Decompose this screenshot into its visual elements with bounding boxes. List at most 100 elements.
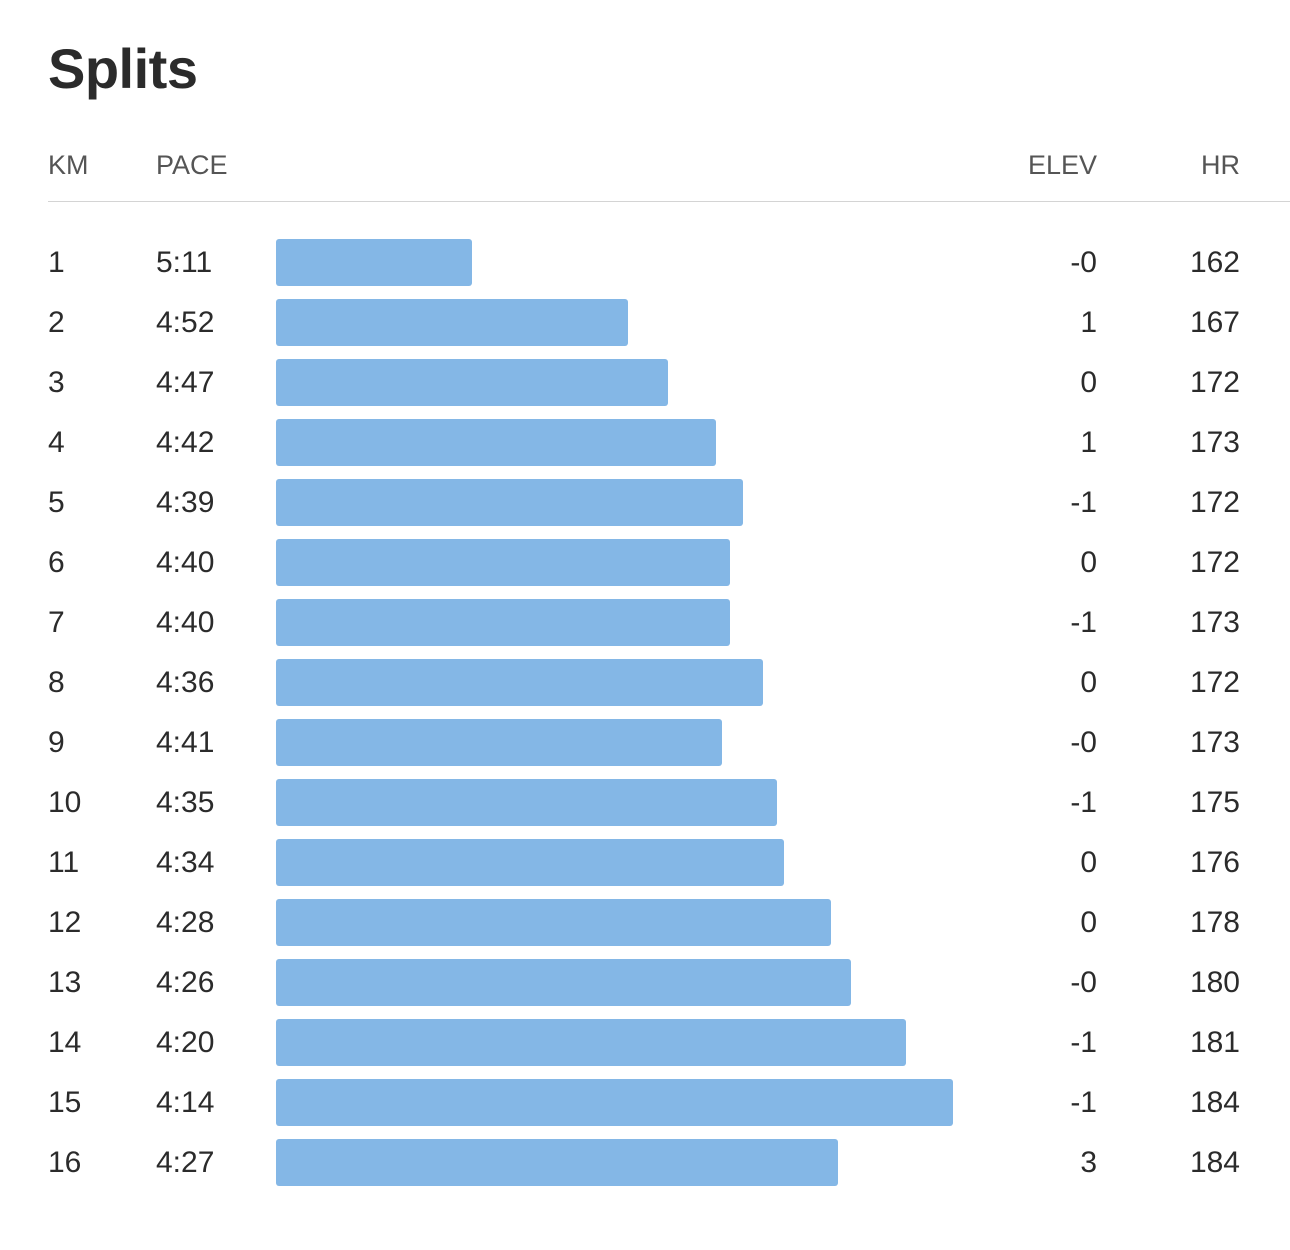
split-elev: 1	[1080, 426, 1097, 459]
split-pace: 4:34	[156, 846, 215, 879]
split-pace: 4:36	[156, 666, 215, 699]
split-row: 1 5:11 -0 162	[0, 233, 1290, 293]
split-row: 6 4:40 0 172	[0, 533, 1290, 593]
split-km: 6	[48, 546, 65, 579]
column-header-elev: ELEV	[1027, 150, 1097, 180]
split-km: 3	[48, 366, 65, 399]
split-km: 5	[48, 486, 65, 519]
split-hr: 176	[1189, 846, 1240, 879]
split-hr: 173	[1189, 726, 1240, 759]
split-elev: -1	[1070, 786, 1097, 819]
split-hr: 172	[1189, 666, 1240, 699]
split-elev: -1	[1070, 1086, 1097, 1119]
split-km: 7	[48, 606, 65, 639]
splits-table: 1 5:11 -0 162 2 4:52 1 167 3 4:47 0 172 4 4:42 1 173 5 4:…	[0, 233, 1290, 1193]
header-divider	[48, 201, 1290, 202]
split-km: 15	[48, 1086, 82, 1119]
split-elev: -1	[1070, 606, 1097, 639]
split-pace: 4:40	[156, 546, 215, 579]
split-km: 1	[48, 246, 65, 279]
split-km: 9	[48, 726, 65, 759]
split-pace: 4:26	[156, 966, 215, 999]
split-elev: 0	[1080, 546, 1097, 579]
pace-bar	[276, 419, 716, 466]
split-row: 3 4:47 0 172	[0, 353, 1290, 413]
pace-bar	[276, 959, 851, 1006]
split-km: 10	[48, 786, 82, 819]
split-elev: 0	[1080, 366, 1097, 399]
split-hr: 184	[1189, 1086, 1240, 1119]
split-row: 7 4:40 -1 173	[0, 593, 1290, 653]
page-title: Splits	[48, 37, 198, 100]
split-hr: 167	[1189, 306, 1240, 339]
pace-bar	[276, 779, 777, 826]
split-row: 5 4:39 -1 172	[0, 473, 1290, 533]
split-row: 8 4:36 0 172	[0, 653, 1290, 713]
split-pace: 4:27	[156, 1146, 215, 1179]
split-elev: -1	[1070, 1026, 1097, 1059]
split-elev: -0	[1070, 246, 1097, 279]
column-header-pace: PACE	[156, 150, 228, 180]
split-pace: 4:42	[156, 426, 215, 459]
split-elev: -0	[1070, 966, 1097, 999]
split-pace: 4:39	[156, 486, 215, 519]
pace-bar	[276, 1079, 953, 1126]
split-row: 9 4:41 -0 173	[0, 713, 1290, 773]
split-pace: 5:11	[156, 246, 213, 279]
split-pace: 4:14	[156, 1086, 215, 1119]
split-hr: 178	[1189, 906, 1240, 939]
pace-bar	[276, 1019, 906, 1066]
split-km: 11	[48, 846, 80, 879]
pace-bar	[276, 539, 730, 586]
split-km: 16	[48, 1146, 82, 1179]
split-km: 4	[48, 426, 65, 459]
pace-bar	[276, 659, 763, 706]
split-pace: 4:47	[156, 366, 215, 399]
split-elev: 1	[1080, 306, 1097, 339]
pace-bar	[276, 839, 784, 886]
split-elev: -0	[1070, 726, 1097, 759]
split-hr: 172	[1189, 486, 1240, 519]
split-pace: 4:35	[156, 786, 215, 819]
column-header-hr: HR	[1201, 150, 1240, 180]
split-pace: 4:40	[156, 606, 215, 639]
split-row: 16 4:27 3 184	[0, 1133, 1290, 1193]
split-pace: 4:41	[156, 726, 215, 759]
pace-bar	[276, 299, 628, 346]
pace-bar	[276, 479, 743, 526]
split-elev: 3	[1080, 1146, 1097, 1179]
split-hr: 184	[1189, 1146, 1240, 1179]
pace-bar	[276, 239, 472, 286]
split-pace: 4:20	[156, 1026, 215, 1059]
split-hr: 162	[1189, 246, 1240, 279]
split-hr: 173	[1189, 606, 1240, 639]
split-km: 12	[48, 906, 82, 939]
split-km: 13	[48, 966, 82, 999]
split-hr: 172	[1189, 546, 1240, 579]
split-hr: 172	[1189, 366, 1240, 399]
split-hr: 173	[1189, 426, 1240, 459]
pace-bar	[276, 719, 722, 766]
split-row: 2 4:52 1 167	[0, 293, 1290, 353]
split-elev: 0	[1080, 906, 1097, 939]
split-row: 15 4:14 -1 184	[0, 1073, 1290, 1133]
split-km: 2	[48, 306, 65, 339]
split-hr: 180	[1189, 966, 1240, 999]
pace-bar	[276, 899, 831, 946]
split-hr: 175	[1189, 786, 1240, 819]
split-row: 13 4:26 -0 180	[0, 953, 1290, 1013]
split-hr: 181	[1189, 1026, 1240, 1059]
pace-bar	[276, 359, 668, 406]
split-elev: 0	[1080, 666, 1097, 699]
split-row: 11 4:34 0 176	[0, 833, 1290, 893]
split-row: 14 4:20 -1 181	[0, 1013, 1290, 1073]
split-row: 4 4:42 1 173	[0, 413, 1290, 473]
pace-bar	[276, 599, 730, 646]
split-elev: 0	[1080, 846, 1097, 879]
split-pace: 4:52	[156, 306, 215, 339]
split-elev: -1	[1070, 486, 1097, 519]
split-km: 8	[48, 666, 65, 699]
split-row: 12 4:28 0 178	[0, 893, 1290, 953]
split-row: 10 4:35 -1 175	[0, 773, 1290, 833]
pace-bar	[276, 1139, 838, 1186]
